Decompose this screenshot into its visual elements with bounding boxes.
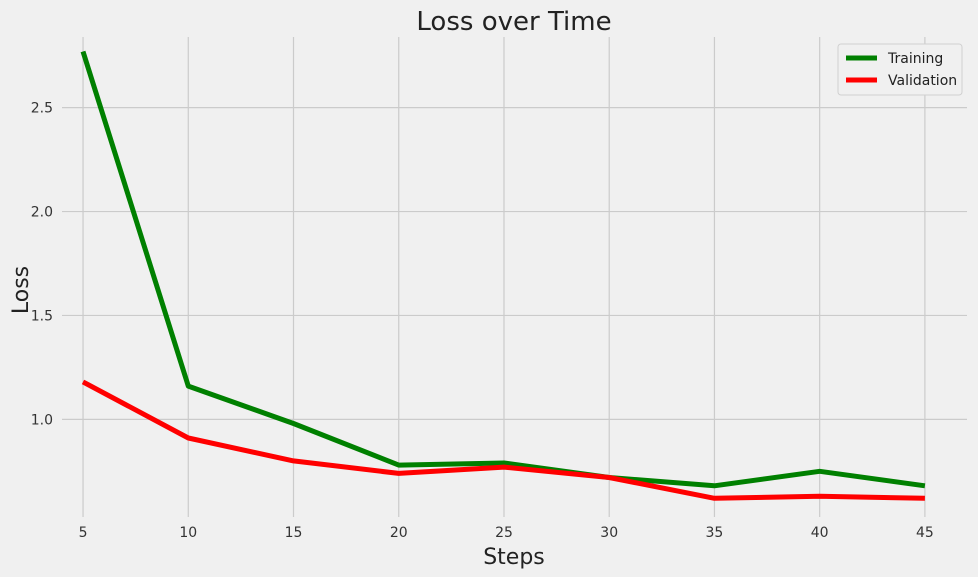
series-line-validation	[81, 379, 925, 501]
series-lines	[80, 50, 926, 501]
x-tick-label: 10	[179, 525, 197, 541]
tick-labels: 5 10 15 20 25 30 35 40 45 1.0 1.5 2.0 2.5	[31, 101, 934, 541]
series-line-training	[80, 50, 926, 489]
grid	[62, 37, 967, 517]
y-tick-label: 1.0	[31, 412, 53, 428]
legend: Training Validation	[837, 43, 963, 96]
y-tick-label: 2.5	[31, 101, 53, 117]
y-tick-label: 2.0	[31, 205, 53, 221]
legend-label-validation: Validation	[888, 73, 957, 89]
x-tick-label: 15	[285, 525, 303, 541]
x-tick-label: 45	[916, 525, 934, 541]
x-tick-label: 35	[706, 525, 724, 541]
chart-title: Loss over Time	[416, 7, 611, 37]
y-axis-label: Loss	[9, 266, 34, 314]
x-tick-label: 25	[495, 525, 513, 541]
x-tick-label: 40	[811, 525, 829, 541]
x-tick-label: 20	[390, 525, 408, 541]
y-tick-label: 1.5	[31, 308, 53, 324]
legend-label-training: Training	[887, 51, 943, 67]
x-axis-label: Steps	[483, 545, 545, 570]
x-tick-label: 5	[79, 525, 88, 541]
x-tick-label: 30	[600, 525, 618, 541]
